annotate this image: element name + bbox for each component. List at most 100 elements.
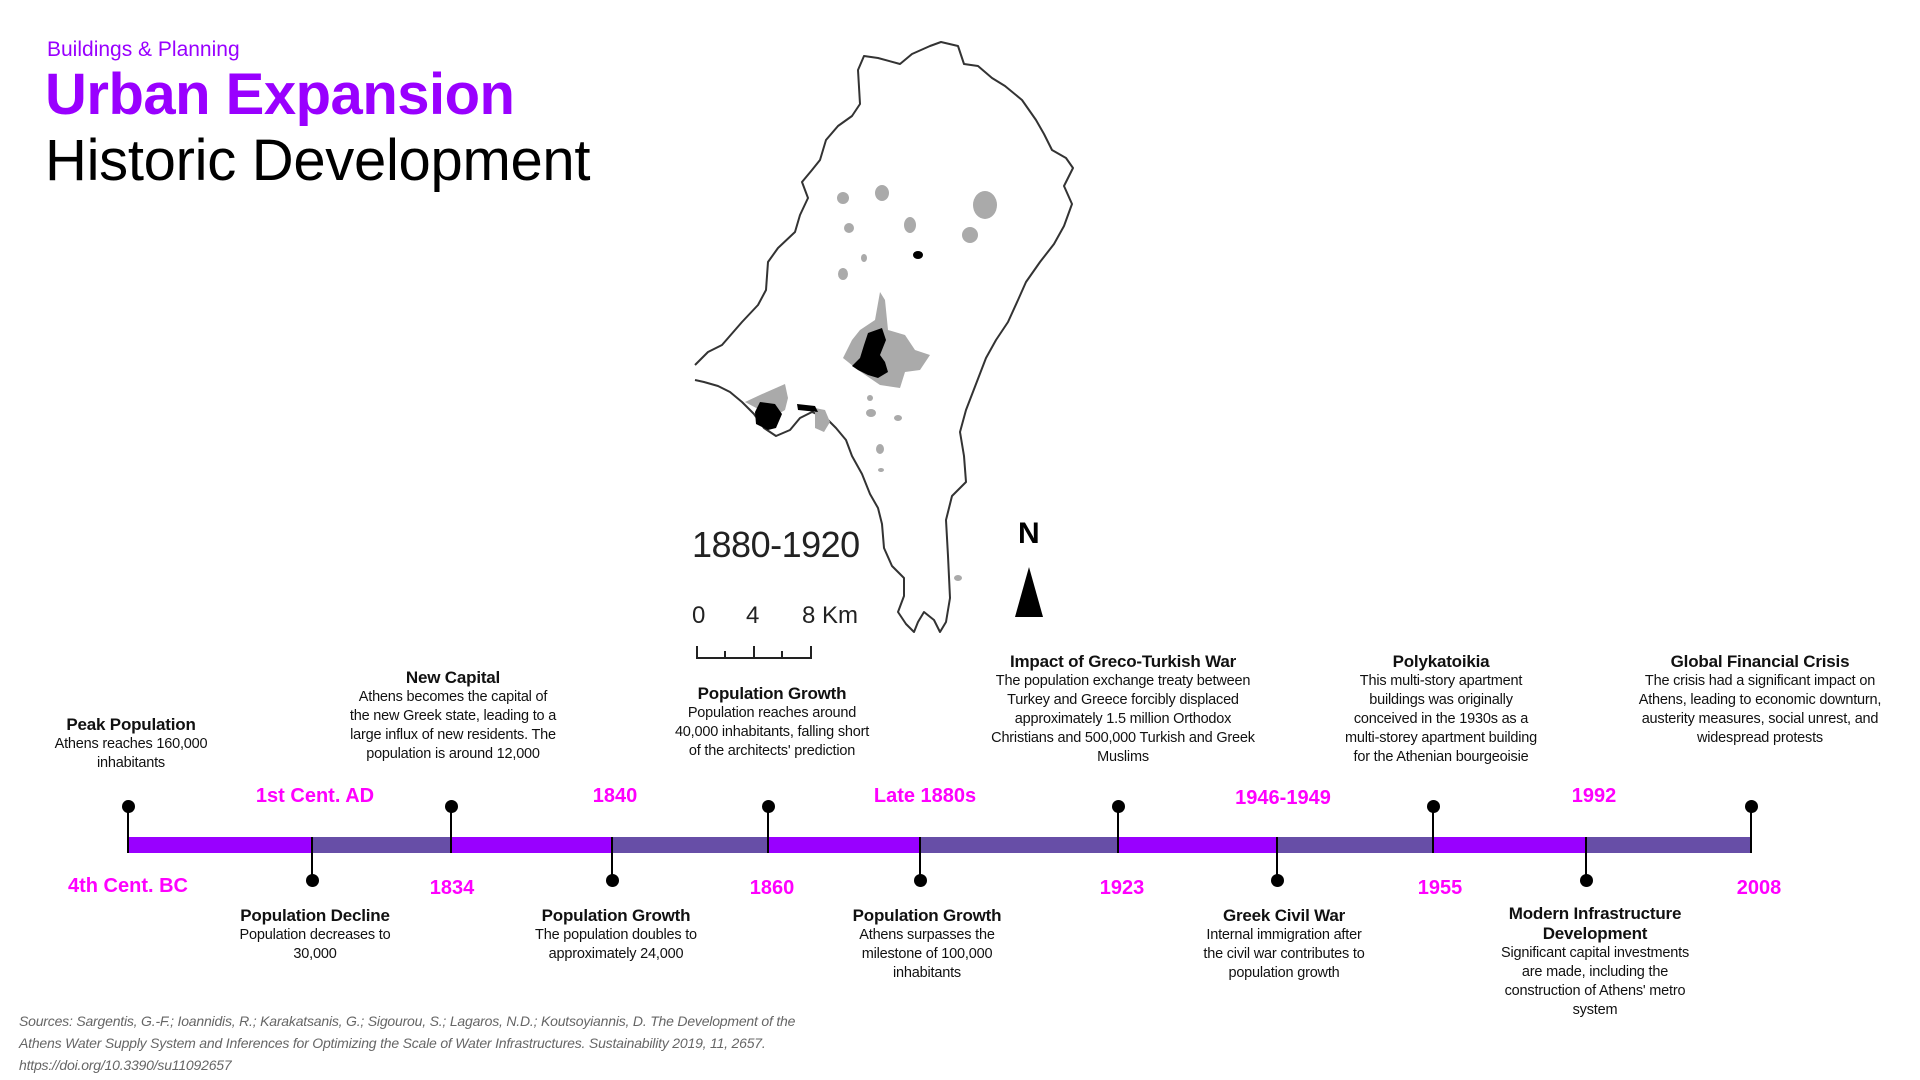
timeline-segment [768,837,920,853]
event-population-decline: Population Decline Population decreases … [185,906,445,964]
event-desc: system [1572,1002,1618,1018]
event-desc: widespread protests [1697,730,1823,746]
category-label: Buildings & Planning [47,38,240,61]
event-title: Polykatoikia [1392,652,1490,671]
timeline-segment [920,837,1118,853]
pin-stem [767,806,769,853]
event-desc: multi-storey apartment building [1344,730,1538,746]
pin-stem [1117,806,1119,853]
date-label: 1860 [749,877,795,899]
event-title: Population Growth [697,684,847,703]
event-title: New Capital [405,668,501,687]
page-subtitle: Historic Development [45,128,591,193]
event-desc: Significant capital investments [1500,945,1690,961]
sparse-urban-areas [745,185,997,581]
event-desc: the civil war contributes to [1203,946,1365,962]
pin-stem [127,806,129,853]
event-desc: This multi-story apartment [1359,673,1523,689]
pin-dot [1271,874,1284,887]
event-peak-population: Peak Population Athens reaches 160,000 i… [1,715,261,773]
event-desc: The population exchange treaty between [995,673,1251,689]
event-desc: Population reaches around [687,705,857,721]
event-title: Population Growth [541,906,691,925]
pin-dot [445,800,458,813]
pin-dot [1427,800,1440,813]
event-desc: Athens surpasses the [859,927,995,943]
event-desc: Athens reaches 160,000 [54,736,208,752]
pin-stem [1432,806,1434,853]
date-label: 1992 [1571,785,1617,807]
date-label: 1st Cent. AD [255,785,375,807]
event-desc: Muslims [1097,749,1149,765]
event-desc: inhabitants [97,755,165,771]
event-new-capital: New Capital Athens becomes the capital o… [313,668,593,764]
timeline-segment [612,837,768,853]
event-desc: Internal immigration after [1206,927,1362,943]
event-greco-turkish-war: Impact of Greco-Turkish War The populati… [958,652,1288,767]
event-title: Peak Population [66,715,196,734]
north-label: N [1018,517,1040,550]
event-title: Modern Infrastructure [1508,904,1682,923]
timeline-segment [312,837,451,853]
date-label: 2008 [1736,877,1782,899]
event-desc: Turkey and Greece forcibly displaced [1007,692,1239,708]
event-desc: 40,000 inhabitants, falling short [674,724,870,740]
pin-dot [122,800,135,813]
pin-stem [611,837,613,879]
pin-stem [1276,837,1278,879]
dense-urban-areas [755,251,923,430]
event-desc: large influx of new residents. The [350,727,556,743]
scale-labels: 0 4 8 Km [692,602,858,629]
timeline-segment [128,837,312,853]
athens-urban-map [694,41,1074,659]
event-desc: buildings was originally [1369,692,1513,708]
pin-dot [606,874,619,887]
pin-dot [762,800,775,813]
event-desc: of the architects' prediction [688,743,856,759]
timeline-segment [451,837,612,853]
pin-stem [450,806,452,853]
event-desc: austerity measures, social unrest, and [1641,711,1879,727]
timeline-segment [1118,837,1277,853]
event-desc: the new Greek state, leading to a [349,708,557,724]
event-desc: approximately 1.5 million Orthodox [1014,711,1232,727]
map-period-label: 1880-1920 [692,524,860,565]
event-desc: Christians and 500,000 Turkish and Greek [991,730,1255,746]
scale-label-0: 0 [692,602,706,629]
date-label: 1923 [1099,877,1145,899]
timeline-segment [1586,837,1751,853]
pin-dot [914,874,927,887]
event-polykatoikia: Polykatoikia This multi-story apartment … [1296,652,1586,767]
event-desc: Population decreases to [239,927,391,943]
source-doi-link[interactable]: https://doi.org/10.3390/su11092657 [19,1057,232,1073]
event-desc: inhabitants [893,965,961,981]
event-desc: for the Athenian bourgeoisie [1353,749,1529,765]
event-desc: Athens becomes the capital of [358,689,548,705]
date-label: Late 1880s [873,785,977,807]
event-greek-civil-war: Greek Civil War Internal immigration aft… [1154,906,1414,983]
event-desc: The population doubles to [535,927,697,943]
event-desc: are made, including the [1521,964,1669,980]
north-arrow-icon [1015,567,1043,617]
pin-stem [1585,837,1587,879]
pin-dot [1745,800,1758,813]
event-desc: approximately 24,000 [548,946,684,962]
pin-dot [1580,874,1593,887]
event-desc: construction of Athens' metro [1504,983,1686,999]
event-population-growth-1840: Population Growth The population doubles… [486,906,746,964]
timeline-segment [1433,837,1586,853]
source-line: Sources: Sargentis, G.-F.; Ioannidis, R.… [19,1013,796,1029]
date-label: 1834 [429,877,475,899]
pin-stem [311,837,313,879]
timeline-segment [1277,837,1433,853]
pin-dot [1112,800,1125,813]
event-title: Greek Civil War [1222,906,1346,925]
event-title: Global Financial Crisis [1670,652,1850,671]
event-title: Impact of Greco-Turkish War [1009,652,1237,671]
event-desc: 30,000 [293,946,337,962]
date-label: 4th Cent. BC [68,875,188,897]
pin-stem [919,837,921,879]
scale-label-4: 4 [746,602,760,629]
event-title: Population Growth [852,906,1002,925]
scale-label-8: 8 Km [802,602,859,629]
